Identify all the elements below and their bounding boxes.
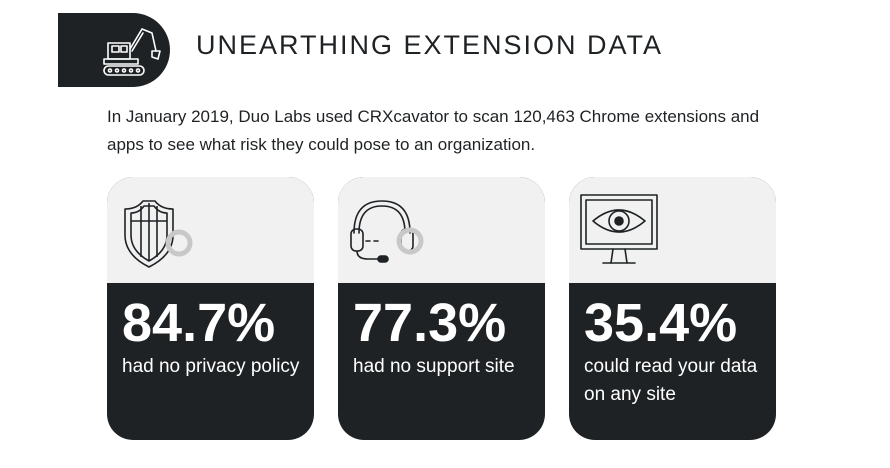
stat-value: 84.7% <box>122 293 276 353</box>
shield-icon <box>124 200 193 268</box>
stat-card-support: 77.3% had no support site <box>338 177 545 440</box>
stat-card-data-access: 35.4% could read your data on any site <box>569 177 776 440</box>
stat-label: had no privacy policy <box>122 356 300 377</box>
stat-value: 35.4% <box>584 293 738 353</box>
stat-label: could read your data on any site <box>584 356 758 405</box>
header-badge <box>58 13 170 87</box>
eye-monitor-icon <box>580 194 658 264</box>
card-icon-panel <box>338 177 545 283</box>
card-icon-panel <box>569 177 776 283</box>
card-icon-panel <box>107 177 314 283</box>
excavator-icon <box>103 28 161 76</box>
headset-icon <box>350 200 424 263</box>
intro-text: In January 2019, Duo Labs used CRXcavato… <box>107 107 760 154</box>
stat-card-privacy: 84.7% had no privacy policy <box>107 177 314 440</box>
stat-value: 77.3% <box>353 293 507 353</box>
stat-label: had no support site <box>353 356 515 377</box>
page-title: UNEARTHING EXTENSION DATA <box>196 30 664 60</box>
